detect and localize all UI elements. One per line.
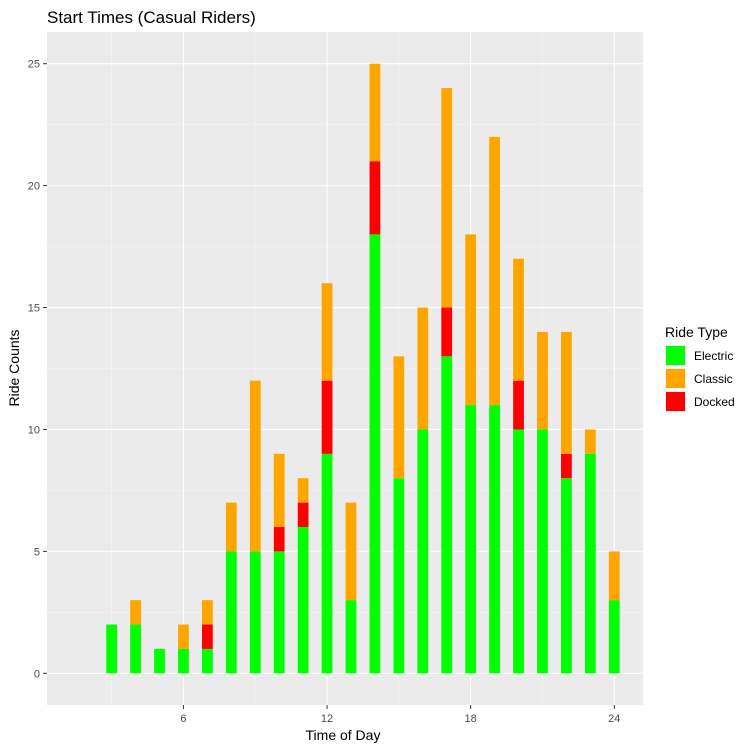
y-tick-label: 15 xyxy=(28,303,40,315)
bar-electric-15 xyxy=(393,478,405,674)
bar-electric-8 xyxy=(225,551,237,674)
y-tick-label: 10 xyxy=(28,424,40,436)
bar-classic-13 xyxy=(345,502,357,601)
y-axis-ticks: 0 5 10 15 20 25 xyxy=(28,59,47,680)
legend: Ride Type Electric Classic Docked xyxy=(665,324,735,412)
bar-electric-4 xyxy=(130,624,141,674)
y-tick-label: 5 xyxy=(34,546,40,558)
x-tick-label: 18 xyxy=(465,713,477,725)
bar-electric-10 xyxy=(273,551,285,674)
y-tick-label: 20 xyxy=(28,181,40,193)
bar-classic-9 xyxy=(249,380,261,552)
x-tick-label: 12 xyxy=(321,713,333,725)
bar-classic-7 xyxy=(201,600,213,625)
legend-swatch-electric xyxy=(666,346,685,365)
bar-classic-18 xyxy=(465,234,477,406)
bar-electric-22 xyxy=(561,478,572,674)
bar-electric-5 xyxy=(154,648,165,674)
bar-classic-20 xyxy=(513,258,524,381)
bar-classic-6 xyxy=(178,624,189,649)
legend-label-docked: Docked xyxy=(694,395,735,409)
bar-classic-12 xyxy=(321,283,333,381)
bar-docked-22 xyxy=(561,453,572,479)
legend-title: Ride Type xyxy=(665,324,728,340)
legend-label-classic: Classic xyxy=(694,372,733,386)
x-tick-label: 24 xyxy=(608,713,620,725)
bar-classic-8 xyxy=(225,502,237,552)
legend-swatch-classic xyxy=(666,369,685,388)
bar-electric-3 xyxy=(106,624,118,674)
bar-classic-24 xyxy=(608,551,620,601)
bar-classic-15 xyxy=(393,356,405,479)
y-axis-title: Ride Counts xyxy=(6,329,22,406)
bar-electric-12 xyxy=(321,453,333,674)
x-axis-ticks: 6 12 18 24 xyxy=(180,705,620,725)
bar-electric-18 xyxy=(465,405,477,674)
bar-electric-17 xyxy=(441,356,453,674)
y-tick-label: 25 xyxy=(28,59,40,71)
x-tick-label: 6 xyxy=(180,713,186,725)
bar-classic-19 xyxy=(489,136,500,406)
bar-electric-9 xyxy=(249,551,261,674)
chart-title: Start Times (Casual Riders) xyxy=(47,8,256,27)
bar-classic-22 xyxy=(561,331,572,454)
bar-classic-4 xyxy=(130,600,141,625)
bar-classic-10 xyxy=(273,453,285,527)
y-tick-label: 0 xyxy=(34,668,40,680)
x-axis-title: Time of Day xyxy=(306,727,381,743)
bar-docked-11 xyxy=(297,502,309,527)
bar-marks xyxy=(106,63,620,674)
bar-electric-20 xyxy=(513,429,524,674)
bar-electric-14 xyxy=(369,234,381,674)
bar-classic-21 xyxy=(537,331,548,430)
bar-classic-16 xyxy=(417,307,429,430)
bar-electric-13 xyxy=(345,600,357,674)
bar-classic-23 xyxy=(584,429,596,454)
bar-electric-6 xyxy=(178,648,189,674)
bar-electric-16 xyxy=(417,429,429,674)
bar-classic-11 xyxy=(297,478,309,503)
bar-classic-14 xyxy=(369,63,381,162)
bar-electric-21 xyxy=(537,429,548,674)
legend-label-electric: Electric xyxy=(694,349,733,363)
bar-electric-11 xyxy=(297,526,309,674)
bar-docked-10 xyxy=(273,526,285,552)
bar-electric-7 xyxy=(201,648,213,674)
bar-classic-17 xyxy=(441,88,453,308)
bar-docked-7 xyxy=(201,624,213,649)
bar-electric-24 xyxy=(608,600,620,674)
legend-swatch-docked xyxy=(666,392,685,411)
bar-electric-19 xyxy=(489,405,500,674)
bar-electric-23 xyxy=(584,453,596,674)
bar-docked-14 xyxy=(369,161,381,235)
bar-docked-20 xyxy=(513,380,524,430)
bar-docked-12 xyxy=(321,380,333,454)
bar-docked-17 xyxy=(441,307,453,357)
